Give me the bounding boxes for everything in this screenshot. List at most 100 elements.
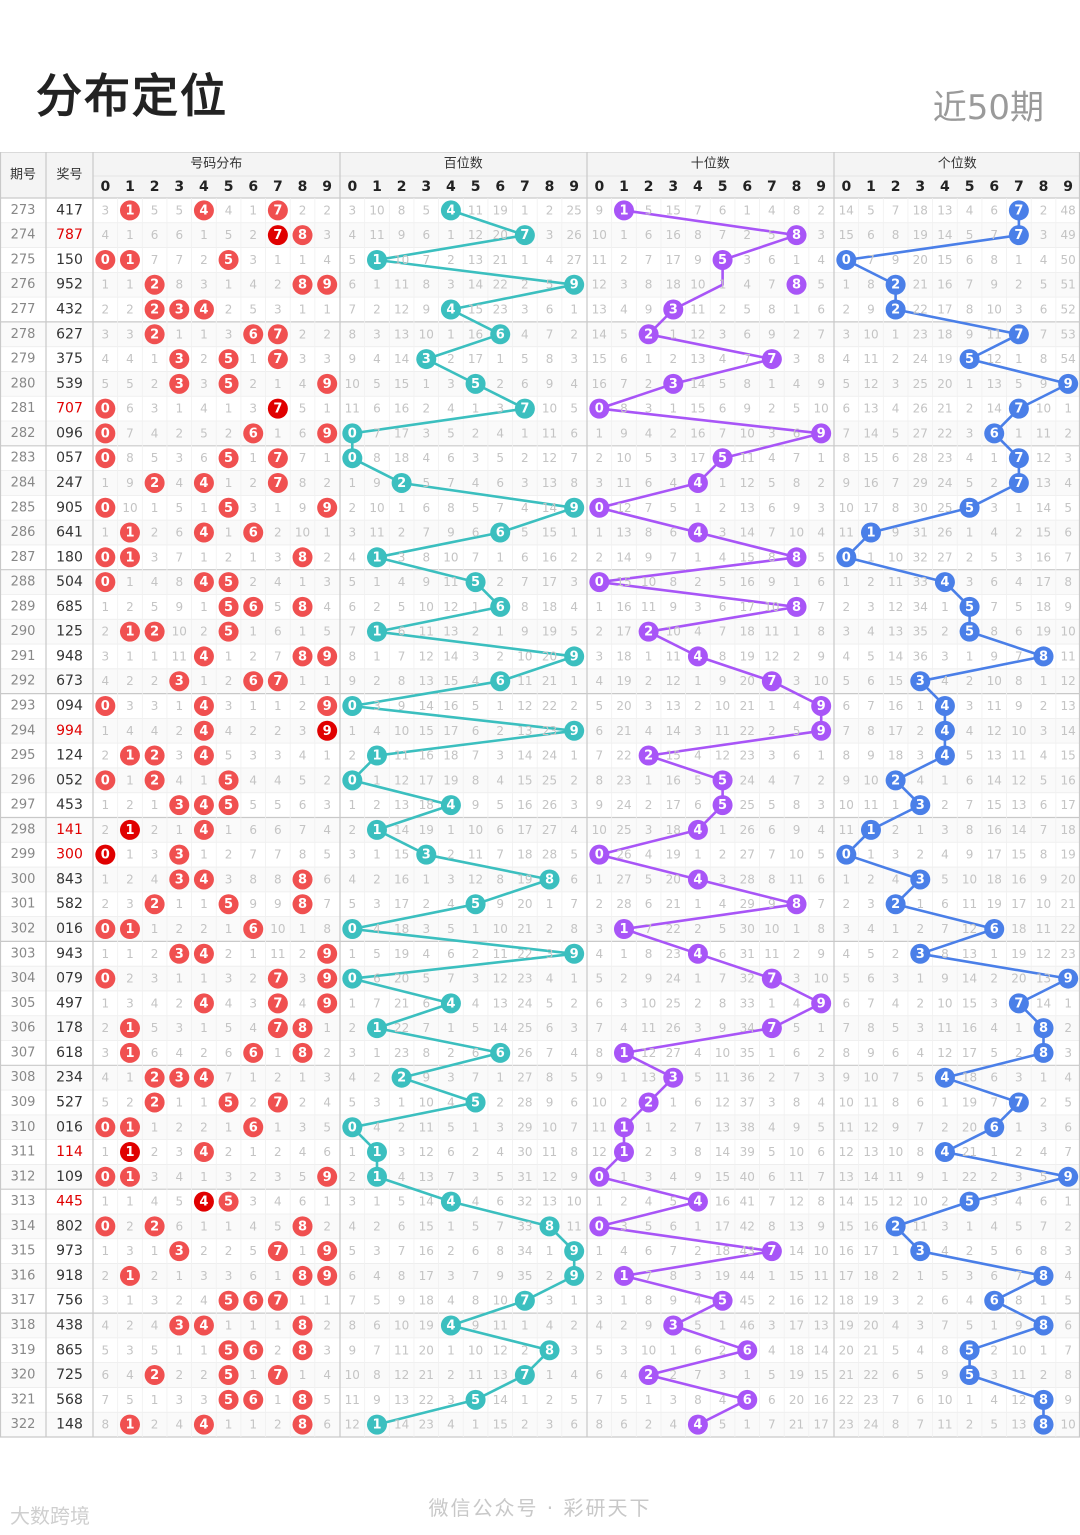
miss-count: 10 (764, 922, 779, 936)
miss-count: 5 (151, 203, 159, 217)
miss-count: 9 (966, 327, 974, 341)
miss-count: 7 (645, 253, 653, 267)
miss-count: 30 (740, 922, 755, 936)
miss-count: 12 (814, 1294, 829, 1308)
miss-count: 5 (249, 1244, 257, 1258)
miss-count: 13 (542, 1195, 557, 1209)
hit-ball-label: 9 (570, 649, 579, 664)
hit-ball (193, 1315, 214, 1336)
hit-ball (1033, 1315, 1054, 1336)
miss-count: 7 (596, 1021, 604, 1035)
miss-count: 7 (472, 1269, 480, 1283)
miss-count: 5 (200, 426, 208, 440)
miss-count: 1 (1040, 1071, 1048, 1085)
miss-count: 52 (1061, 303, 1076, 317)
miss-count: 1 (916, 699, 924, 713)
miss-count: 7 (916, 1120, 924, 1134)
miss-count: 4 (349, 1219, 357, 1233)
miss-count: 5 (373, 1294, 381, 1308)
miss-count: 4 (175, 476, 183, 490)
miss-count: 31 (740, 947, 755, 961)
hit-ball (366, 1142, 387, 1163)
miss-count: 4 (817, 526, 825, 540)
miss-count: 6 (373, 972, 381, 986)
hit-ball (440, 1191, 461, 1212)
miss-count: 5 (966, 476, 974, 490)
miss-count: 15 (616, 575, 631, 589)
hit-ball-label: 8 (298, 872, 307, 887)
miss-count: 10 (789, 526, 804, 540)
miss-count: 13 (1036, 972, 1051, 986)
miss-count: 8 (175, 575, 183, 589)
hit-ball (910, 943, 931, 964)
miss-count: 3 (694, 1021, 702, 1035)
hit-ball-label: 0 (348, 1120, 357, 1135)
hit-ball (613, 1042, 634, 1063)
miss-count: 3 (126, 699, 134, 713)
miss-count: 6 (719, 402, 727, 416)
miss-count: 3 (472, 972, 480, 986)
row-bg (0, 619, 1080, 645)
miss-count: 1 (274, 1046, 282, 1060)
miss-count: 12 (1036, 451, 1051, 465)
hit-ball (292, 225, 313, 246)
hit-ball (1058, 373, 1079, 394)
miss-count: 4 (373, 1120, 381, 1134)
miss-count: 1 (447, 1219, 455, 1233)
miss-count: 1 (472, 600, 480, 614)
hit-ball-label: 0 (101, 773, 110, 788)
miss-count: 1 (1015, 426, 1023, 440)
miss-count: 2 (916, 1294, 924, 1308)
miss-count: 27 (913, 426, 928, 440)
miss-count: 6 (151, 228, 159, 242)
digit-label-3-3: 3 (915, 179, 925, 195)
miss-count: 2 (225, 550, 233, 564)
miss-count: 3 (126, 1343, 134, 1357)
miss-count: 3 (941, 649, 949, 663)
miss-count: 3 (323, 352, 331, 366)
issue-cell: 318 (11, 1318, 36, 1333)
hit-ball (1033, 1414, 1054, 1435)
hit-ball (193, 299, 214, 320)
hit-ball-label: 0 (101, 1219, 110, 1234)
miss-count: 16 (419, 749, 434, 763)
miss-count: 2 (966, 1244, 974, 1258)
page-title: 分布定位 (36, 69, 228, 123)
miss-count: 5 (126, 1393, 134, 1407)
number-cell: 057 (56, 450, 83, 466)
miss-count: 1 (299, 253, 307, 267)
hit-ball (366, 1414, 387, 1435)
miss-count: 13 (839, 1170, 854, 1184)
miss-count: 16 (1011, 872, 1026, 886)
miss-count: 23 (666, 947, 681, 961)
miss-count: 17 (863, 501, 878, 515)
miss-count: 8 (645, 947, 653, 961)
miss-count: 4 (323, 253, 331, 267)
row-bg (0, 1412, 1080, 1437)
number-cell: 079 (56, 971, 83, 987)
hit-ball-label: 5 (965, 352, 974, 367)
miss-count: 12 (1061, 674, 1076, 688)
miss-count: 7 (596, 1393, 604, 1407)
miss-count: 3 (323, 1071, 331, 1085)
miss-count: 18 (715, 1244, 730, 1258)
row-bg (0, 1362, 1080, 1388)
period-label[interactable]: 近50期 (932, 88, 1044, 128)
miss-count: 10 (542, 1120, 557, 1134)
miss-count: 5 (966, 228, 974, 242)
number-cell: 685 (56, 599, 83, 615)
miss-count: 1 (323, 1294, 331, 1308)
miss-count: 3 (1040, 1120, 1048, 1134)
hit-ball-label: 9 (323, 972, 332, 987)
miss-count: 19 (542, 625, 557, 639)
hit-ball-label: 2 (150, 1219, 159, 1234)
miss-count: 17 (863, 1244, 878, 1258)
miss-count: 8 (1064, 1368, 1072, 1382)
miss-count: 9 (843, 476, 851, 490)
miss-count: 3 (570, 352, 578, 366)
miss-count: 5 (817, 848, 825, 862)
hit-ball (440, 299, 461, 320)
miss-count: 1 (596, 1244, 604, 1258)
hit-ball (910, 869, 931, 890)
miss-count: 3 (496, 1120, 504, 1134)
